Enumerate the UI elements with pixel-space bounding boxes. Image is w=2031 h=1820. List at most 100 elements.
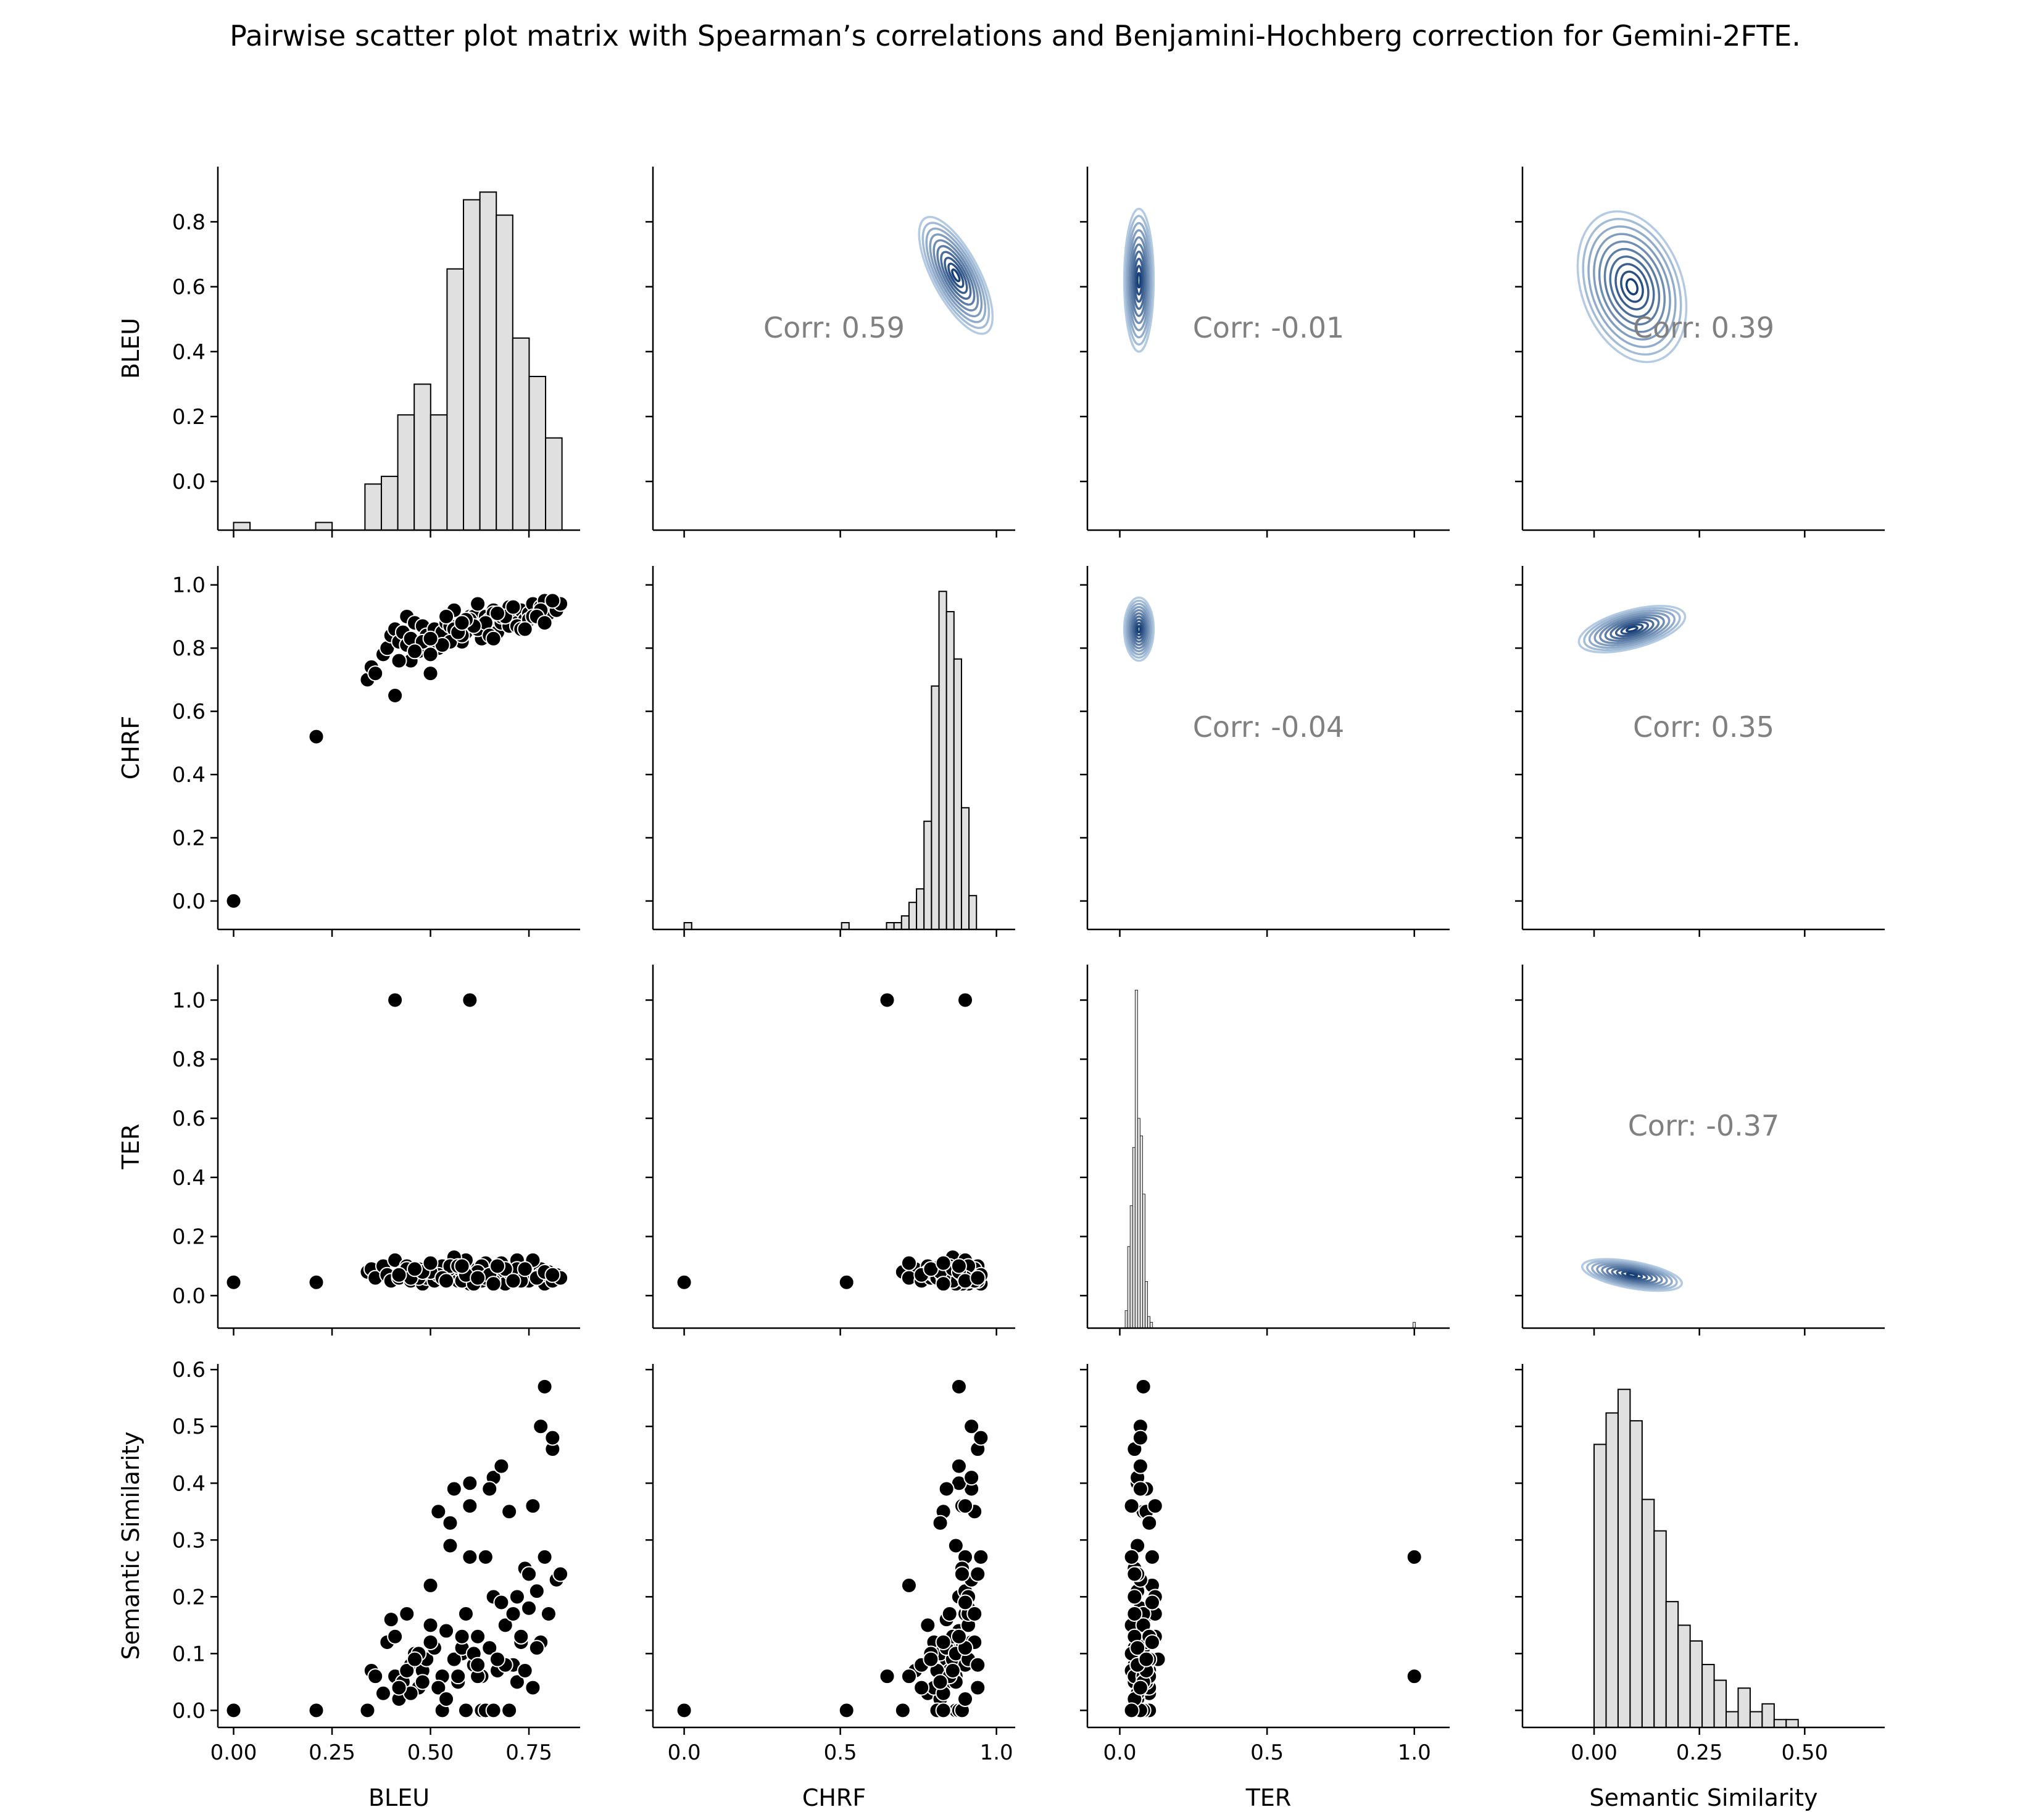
histogram-bar bbox=[1701, 1664, 1715, 1727]
histogram-bar bbox=[900, 915, 910, 929]
plot-area bbox=[918, 215, 994, 335]
y-tick-label: 0.0 bbox=[172, 1698, 206, 1723]
scatter-point bbox=[932, 1515, 949, 1531]
scatter-point bbox=[957, 1690, 974, 1707]
kde-contour bbox=[1134, 621, 1144, 637]
x-tick-label: 0.00 bbox=[210, 1740, 257, 1765]
histogram-bar bbox=[1140, 1135, 1143, 1328]
kde-contour bbox=[1134, 265, 1144, 296]
histogram-bar bbox=[1124, 1310, 1128, 1328]
panel-ter-vs-ter bbox=[1080, 965, 1450, 1336]
histogram-bar bbox=[1785, 1719, 1799, 1727]
scatter-point bbox=[1406, 1548, 1423, 1565]
kde-contour bbox=[1136, 272, 1142, 289]
scatter-point bbox=[528, 1640, 545, 1656]
kde-contour bbox=[947, 262, 965, 288]
histogram-bar bbox=[1773, 1719, 1787, 1727]
scatter-point bbox=[973, 1548, 989, 1565]
scatter-point bbox=[953, 1566, 970, 1582]
scatter-point bbox=[454, 615, 470, 631]
y-axis-label: CHRF bbox=[117, 716, 144, 779]
scatter-point bbox=[536, 1378, 553, 1395]
x-axis-label: Semantic Similarity bbox=[1590, 1784, 1818, 1811]
kde-contour bbox=[1599, 614, 1665, 644]
scatter-point bbox=[923, 1651, 939, 1668]
scatter-point bbox=[1144, 1548, 1160, 1565]
panel-semantic-similarity-vs-ter: 0.0 0.5 1.0 TER bbox=[1080, 1364, 1450, 1811]
scatter-point bbox=[375, 1685, 391, 1702]
scatter-point bbox=[509, 1589, 525, 1605]
y-tick-label: 1.0 bbox=[172, 573, 206, 598]
histogram-bar bbox=[479, 191, 497, 530]
kde-contour bbox=[1625, 278, 1639, 296]
y-tick-label: 0.2 bbox=[172, 826, 206, 850]
kde-contour bbox=[1130, 243, 1148, 317]
kde-contour bbox=[918, 215, 994, 335]
kde-contour bbox=[1614, 621, 1650, 638]
kde-contour bbox=[1603, 247, 1661, 326]
scatter-point bbox=[963, 1469, 980, 1486]
y-axis-label: BLEU bbox=[117, 318, 144, 379]
scatter-point bbox=[950, 1378, 967, 1395]
scatter-point bbox=[935, 1634, 952, 1650]
histogram-bar bbox=[1134, 989, 1138, 1328]
kde-contour bbox=[1129, 609, 1149, 649]
panel-chrf-vs-semantic-similarity: Corr: 0.35 bbox=[1515, 566, 1885, 937]
scatter-point bbox=[497, 1617, 513, 1634]
panel-semantic-similarity-vs-bleu: 0.00 0.25 0.50 0.75 0.0 0.1 0.2 0.3 0.4 0.5 0.6 BLE… bbox=[117, 1358, 580, 1811]
y-tick-label: 0.5 bbox=[172, 1415, 206, 1439]
scatter-point bbox=[422, 1617, 439, 1634]
scatter-point bbox=[935, 1702, 952, 1719]
scatter-point bbox=[970, 1679, 986, 1696]
panel-ter-vs-chrf bbox=[646, 965, 1015, 1336]
x-tick-label: 1.0 bbox=[1398, 1740, 1431, 1765]
scatter-point bbox=[430, 1679, 447, 1696]
kde-contour bbox=[1586, 1259, 1678, 1290]
x-axis-label: TER bbox=[1245, 1784, 1292, 1811]
kde-contour bbox=[1576, 210, 1688, 364]
scatter-point bbox=[509, 1674, 525, 1690]
scatter-point bbox=[957, 1594, 974, 1611]
histogram-bar bbox=[893, 922, 902, 929]
histogram-bar bbox=[397, 414, 415, 530]
scatter-point bbox=[957, 992, 974, 1008]
histogram-bar bbox=[1593, 1444, 1607, 1727]
scatter-point bbox=[879, 1668, 895, 1685]
histogram-bar bbox=[968, 895, 978, 929]
scatter-point bbox=[935, 1255, 952, 1271]
histogram-bar bbox=[1689, 1640, 1703, 1727]
histogram-bar bbox=[512, 337, 530, 530]
y-tick-label: 0.2 bbox=[172, 405, 206, 430]
scatter-point bbox=[533, 1418, 549, 1435]
scatter-point bbox=[454, 1258, 470, 1274]
kde-contour bbox=[1126, 222, 1152, 339]
scatter-point bbox=[1147, 1498, 1163, 1515]
scatter-point bbox=[225, 892, 242, 909]
scatter-point bbox=[485, 1702, 502, 1719]
histogram-bar bbox=[380, 475, 399, 530]
scatter-point bbox=[446, 1481, 462, 1497]
scatter-point bbox=[308, 728, 325, 745]
y-tick-label: 0.8 bbox=[172, 210, 206, 235]
kde-contour bbox=[1577, 605, 1687, 654]
kde-contour bbox=[936, 245, 976, 306]
y-tick-label: 0.4 bbox=[172, 340, 206, 365]
scatter-point bbox=[894, 1702, 911, 1719]
panel-bleu-vs-chrf: Corr: 0.59 bbox=[646, 167, 1015, 538]
scatter-point bbox=[367, 1668, 384, 1685]
y-tick-label: 0.2 bbox=[172, 1225, 206, 1250]
x-tick-label: 0.50 bbox=[407, 1740, 454, 1765]
scatter-point bbox=[973, 1429, 989, 1446]
x-tick-label: 0.25 bbox=[1676, 1740, 1723, 1765]
scatter-point bbox=[536, 1548, 553, 1565]
y-tick-label: 0.8 bbox=[172, 1047, 206, 1072]
kde-contour bbox=[1124, 215, 1153, 346]
scatter-point bbox=[1126, 1589, 1143, 1605]
scatter-point bbox=[676, 1702, 692, 1719]
scatter-point bbox=[1141, 1515, 1158, 1531]
scatter-point bbox=[387, 992, 404, 1008]
panel-bleu-vs-semantic-similarity: Corr: 0.39 bbox=[1515, 167, 1885, 538]
kde-contour bbox=[929, 233, 983, 318]
kde-contour bbox=[1616, 1269, 1648, 1281]
scatter-point bbox=[391, 1679, 407, 1696]
